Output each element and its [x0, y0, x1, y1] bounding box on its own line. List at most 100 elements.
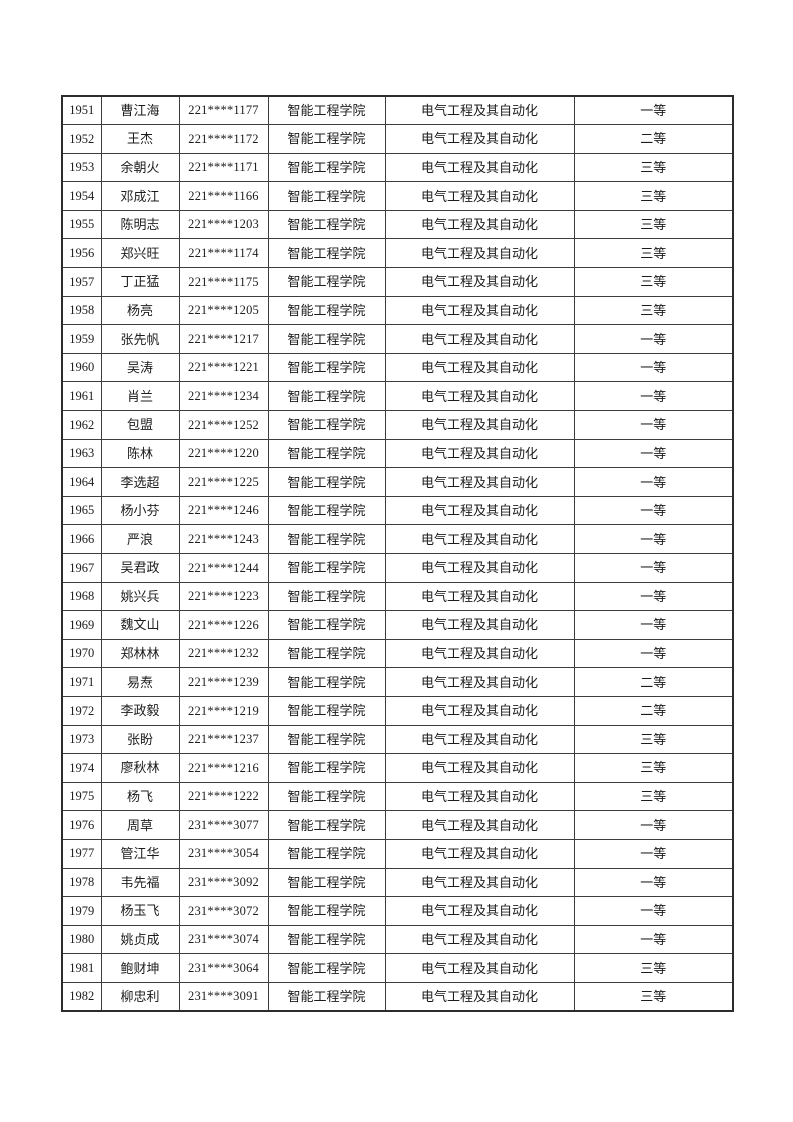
table-row: 1980 姚贞成 231****3074 智能工程学院 电气工程及其自动化 一等: [61, 924, 734, 955]
cell-index: 1968: [61, 581, 102, 612]
cell-student-id: 221****1205: [178, 295, 269, 326]
table-row: 1966 严浪 221****1243 智能工程学院 电气工程及其自动化 一等: [61, 524, 734, 554]
cell-grade: 一等: [573, 581, 734, 612]
cell-index: 1976: [61, 810, 102, 840]
cell-major: 电气工程及其自动化: [384, 838, 575, 869]
cell-name: 柳忠利: [100, 981, 180, 1012]
cell-index: 1982: [61, 981, 102, 1012]
cell-college: 智能工程学院: [267, 581, 386, 612]
cell-index: 1956: [61, 238, 102, 269]
cell-college: 智能工程学院: [267, 553, 386, 583]
cell-student-id: 221****1171: [178, 152, 269, 183]
award-table-body: 1951 曹江海 221****1177 智能工程学院 电气工程及其自动化 一等 1952 王…: [61, 95, 734, 1012]
cell-student-id: 221****1246: [178, 495, 269, 526]
cell-student-id: 231****3074: [178, 924, 269, 955]
cell-index: 1975: [61, 781, 102, 812]
cell-index: 1972: [61, 695, 102, 726]
table-row: 1971 易焘 221****1239 智能工程学院 电气工程及其自动化 二等: [61, 667, 734, 697]
table-row: 1957 丁正猛 221****1175 智能工程学院 电气工程及其自动化 三等: [61, 267, 734, 297]
cell-college: 智能工程学院: [267, 667, 386, 697]
cell-college: 智能工程学院: [267, 324, 386, 354]
cell-major: 电气工程及其自动化: [384, 295, 575, 326]
cell-name: 曹江海: [100, 95, 180, 126]
cell-index: 1952: [61, 124, 102, 154]
cell-major: 电气工程及其自动化: [384, 352, 575, 383]
table-row: 1981 鲍财坤 231****3064 智能工程学院 电气工程及其自动化 三等: [61, 953, 734, 983]
cell-grade: 三等: [573, 152, 734, 183]
cell-college: 智能工程学院: [267, 181, 386, 211]
cell-major: 电气工程及其自动化: [384, 753, 575, 783]
table-row: 1970 郑林林 221****1232 智能工程学院 电气工程及其自动化 一等: [61, 638, 734, 669]
cell-grade: 一等: [573, 381, 734, 412]
cell-major: 电气工程及其自动化: [384, 896, 575, 926]
cell-student-id: 221****1166: [178, 181, 269, 211]
cell-name: 郑兴旺: [100, 238, 180, 269]
cell-index: 1973: [61, 724, 102, 755]
cell-major: 电气工程及其自动化: [384, 381, 575, 412]
cell-major: 电气工程及其自动化: [384, 438, 575, 469]
cell-grade: 一等: [573, 838, 734, 869]
cell-student-id: 231****3054: [178, 838, 269, 869]
cell-grade: 三等: [573, 781, 734, 812]
cell-student-id: 221****1174: [178, 238, 269, 269]
cell-name: 韦先福: [100, 867, 180, 898]
cell-name: 李政毅: [100, 695, 180, 726]
cell-major: 电气工程及其自动化: [384, 981, 575, 1012]
cell-name: 李选超: [100, 467, 180, 497]
cell-major: 电气工程及其自动化: [384, 524, 575, 554]
table-row: 1960 吴涛 221****1221 智能工程学院 电气工程及其自动化 一等: [61, 352, 734, 383]
cell-index: 1980: [61, 924, 102, 955]
cell-name: 肖兰: [100, 381, 180, 412]
cell-index: 1959: [61, 324, 102, 354]
table-row: 1976 周草 231****3077 智能工程学院 电气工程及其自动化 一等: [61, 810, 734, 840]
cell-name: 杨亮: [100, 295, 180, 326]
cell-grade: 三等: [573, 295, 734, 326]
cell-name: 张先帆: [100, 324, 180, 354]
cell-index: 1978: [61, 867, 102, 898]
cell-grade: 三等: [573, 181, 734, 211]
cell-name: 杨小芬: [100, 495, 180, 526]
table-row: 1982 柳忠利 231****3091 智能工程学院 电气工程及其自动化 三等: [61, 981, 734, 1012]
table-row: 1953 余朝火 221****1171 智能工程学院 电气工程及其自动化 三等: [61, 152, 734, 183]
cell-name: 丁正猛: [100, 267, 180, 297]
cell-college: 智能工程学院: [267, 467, 386, 497]
cell-major: 电气工程及其自动化: [384, 324, 575, 354]
cell-major: 电气工程及其自动化: [384, 181, 575, 211]
cell-college: 智能工程学院: [267, 838, 386, 869]
cell-name: 魏文山: [100, 610, 180, 640]
table-row: 1952 王杰 221****1172 智能工程学院 电气工程及其自动化 二等: [61, 124, 734, 154]
cell-college: 智能工程学院: [267, 381, 386, 412]
table-row: 1955 陈明志 221****1203 智能工程学院 电气工程及其自动化 三等: [61, 209, 734, 240]
cell-grade: 一等: [573, 867, 734, 898]
cell-major: 电气工程及其自动化: [384, 695, 575, 726]
cell-major: 电气工程及其自动化: [384, 610, 575, 640]
cell-name: 吴君政: [100, 553, 180, 583]
cell-student-id: 221****1220: [178, 438, 269, 469]
table-row: 1963 陈林 221****1220 智能工程学院 电气工程及其自动化 一等: [61, 438, 734, 469]
cell-grade: 二等: [573, 695, 734, 726]
cell-major: 电气工程及其自动化: [384, 124, 575, 154]
cell-grade: 三等: [573, 981, 734, 1012]
cell-index: 1961: [61, 381, 102, 412]
cell-grade: 一等: [573, 553, 734, 583]
cell-college: 智能工程学院: [267, 295, 386, 326]
cell-index: 1969: [61, 610, 102, 640]
cell-name: 姚贞成: [100, 924, 180, 955]
cell-student-id: 221****1203: [178, 209, 269, 240]
cell-index: 1974: [61, 753, 102, 783]
cell-grade: 三等: [573, 953, 734, 983]
cell-index: 1953: [61, 152, 102, 183]
table-row: 1979 杨玉飞 231****3072 智能工程学院 电气工程及其自动化 一等: [61, 896, 734, 926]
cell-college: 智能工程学院: [267, 410, 386, 440]
cell-grade: 一等: [573, 410, 734, 440]
cell-grade: 一等: [573, 524, 734, 554]
cell-major: 电气工程及其自动化: [384, 667, 575, 697]
table-row: 1968 姚兴兵 221****1223 智能工程学院 电气工程及其自动化 一等: [61, 581, 734, 612]
cell-index: 1951: [61, 95, 102, 126]
cell-name: 陈明志: [100, 209, 180, 240]
cell-grade: 二等: [573, 667, 734, 697]
table-row: 1961 肖兰 221****1234 智能工程学院 电气工程及其自动化 一等: [61, 381, 734, 412]
cell-college: 智能工程学院: [267, 352, 386, 383]
cell-grade: 一等: [573, 896, 734, 926]
cell-college: 智能工程学院: [267, 438, 386, 469]
